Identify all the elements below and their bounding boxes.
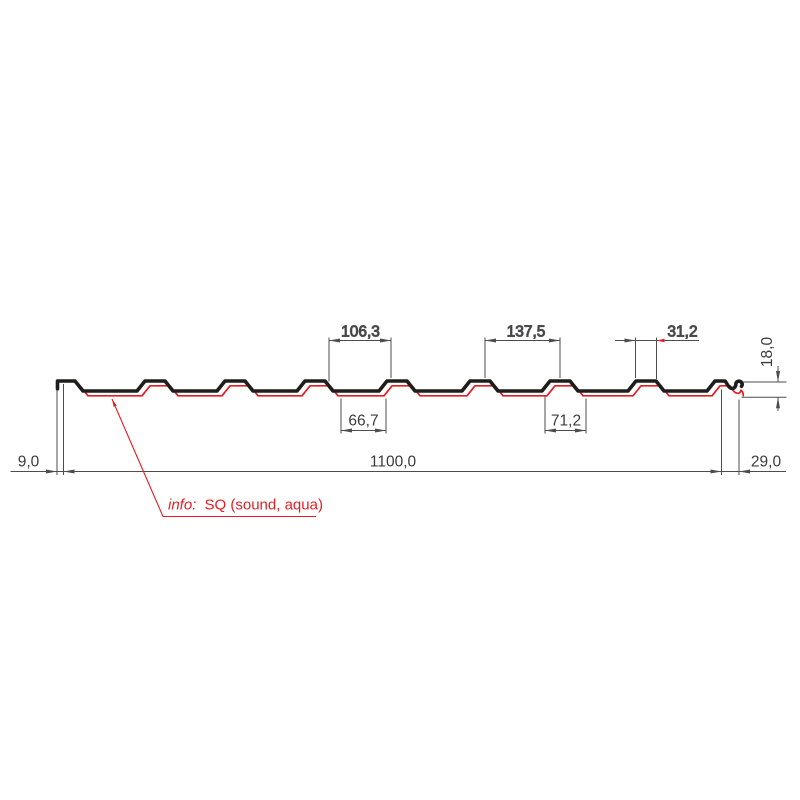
dimension-group-height: 18,0: [741, 337, 787, 411]
dim-label-106-3: 106,3: [341, 324, 380, 341]
dim-label-31-2: 31,2: [667, 324, 697, 341]
profile-cross-section: [55, 379, 745, 397]
dim-label-71-2: 71,2: [551, 413, 581, 430]
dim-label-137-5: 137,5: [507, 324, 546, 341]
dim-label-29-0: 29,0: [751, 454, 782, 471]
arrowhead: [46, 469, 57, 474]
note-leader-line: [111, 398, 316, 518]
arrowhead: [739, 469, 750, 474]
note-text: SQ (sound, aqua): [205, 497, 323, 514]
arrowhead: [710, 469, 722, 474]
profile-underside-line: [79, 384, 745, 397]
dim-label-9-0: 9,0: [18, 454, 40, 471]
note-label: info: SQ (sound, aqua): [168, 497, 323, 514]
profile-sheet-outline: [55, 379, 745, 393]
dim-label-1100-0: 1100,0: [370, 454, 417, 471]
dimension-group-top: 106,3 137,5 31,2: [328, 323, 699, 382]
arrowhead: [63, 469, 75, 474]
dimension-group-overall: 9,0 1100,0 29,0: [10, 384, 786, 475]
note-prefix: info:: [168, 497, 196, 514]
info-note-group: info: SQ (sound, aqua): [111, 398, 323, 518]
dimension-group-under: 66,7 71,2: [340, 396, 587, 434]
dim-label-66-7: 66,7: [348, 413, 378, 430]
dim-label-18-0: 18,0: [759, 337, 776, 368]
